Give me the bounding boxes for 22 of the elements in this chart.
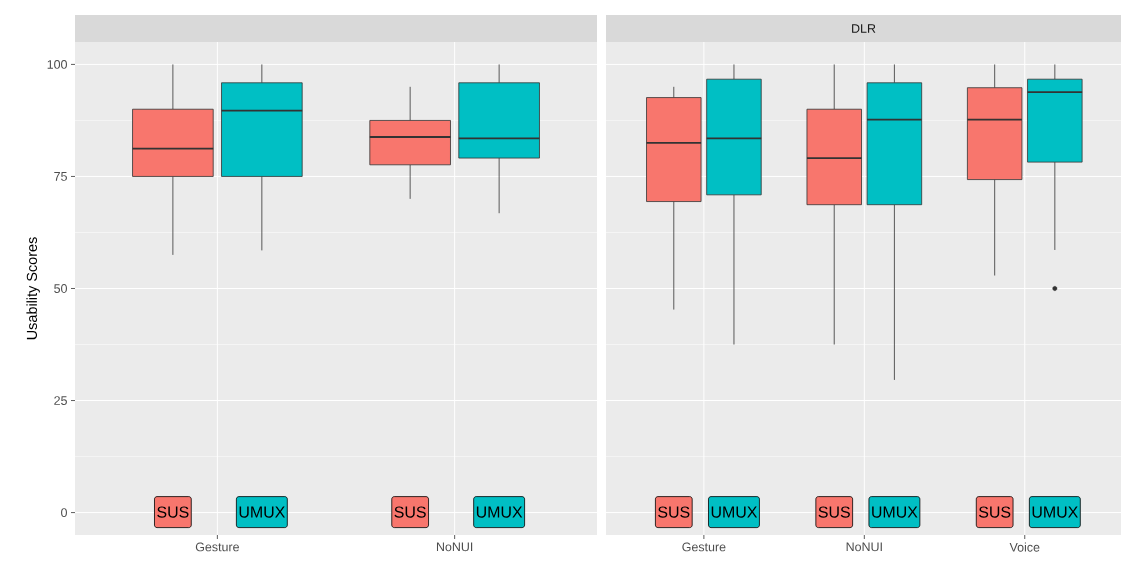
annotation: SUS	[157, 506, 189, 518]
annotation: SUS	[818, 506, 850, 518]
x-tick-label: Gesture	[682, 542, 726, 552]
x-tick-label: NoNUI	[436, 542, 473, 552]
y-tick-label: 75	[54, 172, 67, 181]
annotation: UMUX	[1032, 506, 1078, 518]
annotation: SUS	[979, 506, 1011, 518]
x-tick-label: Voice	[1009, 542, 1040, 552]
chart-title: DLR	[852, 24, 876, 33]
annotation: UMUX	[476, 506, 523, 518]
y-tick-label: 0	[61, 508, 67, 517]
annotation: UMUX	[872, 506, 918, 518]
y-tick-label: 100	[47, 60, 67, 69]
annotation: SUS	[394, 506, 426, 518]
annotation: SUS	[658, 506, 690, 518]
x-tick-label: Gesture	[195, 542, 239, 552]
x-tick-label: NoNUI	[846, 542, 882, 552]
y-tick-label: 25	[54, 396, 67, 405]
annotation: UMUX	[711, 506, 758, 518]
y-tick-label: 50	[54, 284, 67, 293]
annotation: UMUX	[239, 506, 285, 518]
y-axis-title: Usability Scores	[26, 237, 40, 340]
